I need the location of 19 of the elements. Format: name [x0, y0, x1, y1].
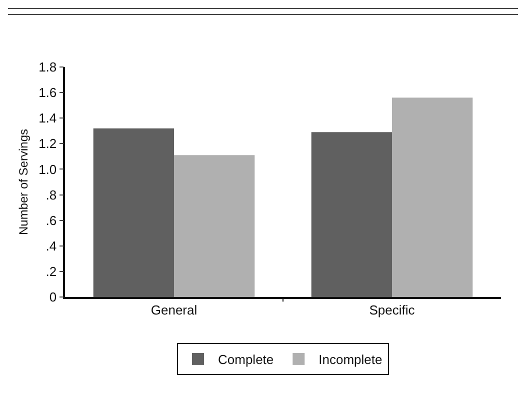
bar — [93, 128, 174, 297]
y-tick-label: .8 — [46, 187, 57, 202]
bar — [311, 132, 392, 297]
y-tick-label: .6 — [46, 212, 57, 228]
x-tick-label: General — [150, 302, 198, 318]
y-tick-label: 1.8 — [38, 60, 57, 75]
bar — [174, 155, 255, 297]
legend-label: Incomplete — [318, 352, 382, 368]
x-tick-label: Specific — [369, 302, 416, 318]
y-tick-label: 0 — [49, 290, 57, 305]
legend-label: Complete — [218, 352, 274, 368]
y-tick-label: .2 — [46, 264, 57, 279]
y-tick-label: 1.2 — [38, 136, 57, 152]
bar — [392, 98, 473, 297]
y-axis-title: Number of Servings — [16, 128, 30, 236]
y-tick-label: 1.6 — [38, 85, 57, 100]
y-tick-label: 1.4 — [38, 110, 57, 126]
y-tick-label: 1.0 — [38, 162, 57, 177]
y-tick-label: .4 — [46, 238, 57, 254]
